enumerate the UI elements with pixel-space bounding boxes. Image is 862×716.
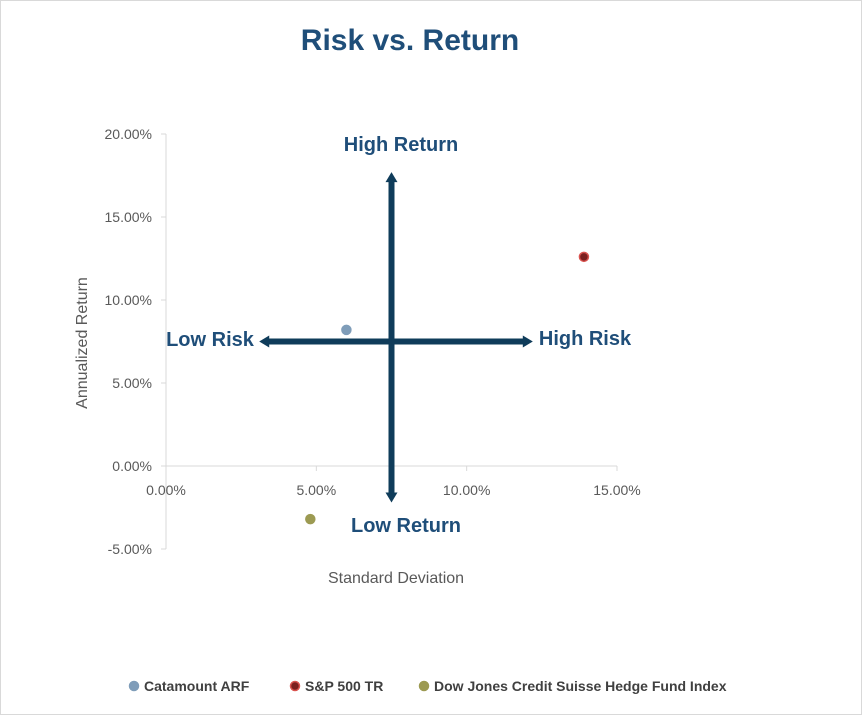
low-return-label: Low Return (351, 515, 461, 537)
arrow-up-head (385, 172, 398, 183)
y-tick-label: 10.00% (105, 292, 152, 308)
high-risk-label: High Risk (539, 328, 632, 350)
y-tick-label: 20.00% (105, 126, 152, 142)
legend-label: S&P 500 TR (305, 678, 383, 694)
y-axis-title: Annualized Return (74, 277, 91, 409)
y-tick-label: 0.00% (112, 458, 152, 474)
data-point (341, 324, 352, 336)
legend-marker (418, 680, 430, 692)
data-point (305, 513, 316, 525)
arrow-right-head (522, 335, 533, 348)
x-tick-label: 0.00% (146, 482, 186, 498)
legend: Catamount ARF S&P 500 TR Dow Jones Credit … (128, 678, 727, 694)
y-tick-label: 15.00% (105, 209, 152, 225)
high-return-label: High Return (344, 134, 458, 156)
legend-marker (289, 680, 301, 692)
legend-marker (128, 680, 140, 692)
quadrant-labels: High Return Low Return Low Risk High Risk (166, 134, 632, 537)
axes: -5.00% 0.00% 5.00% 10.00% 15.00% 20.00% 0.00% 5… (105, 126, 641, 557)
x-tick-label: 15.00% (593, 482, 640, 498)
x-tick-label: 5.00% (296, 482, 336, 498)
quadrant-crosshair (259, 172, 533, 503)
data-points (305, 251, 590, 525)
y-tick-label: 5.00% (112, 375, 152, 391)
arrow-down-head (385, 492, 398, 503)
low-risk-label: Low Risk (166, 329, 255, 351)
data-point (578, 251, 590, 263)
x-tick-label: 10.00% (443, 482, 490, 498)
chart-title: Risk vs. Return (301, 24, 519, 57)
x-axis-title: Standard Deviation (328, 570, 464, 587)
y-tick-label: -5.00% (108, 541, 152, 557)
legend-label: Catamount ARF (144, 678, 250, 694)
arrow-left-head (259, 335, 270, 348)
legend-label: Dow Jones Credit Suisse Hedge Fund Index (434, 678, 727, 694)
